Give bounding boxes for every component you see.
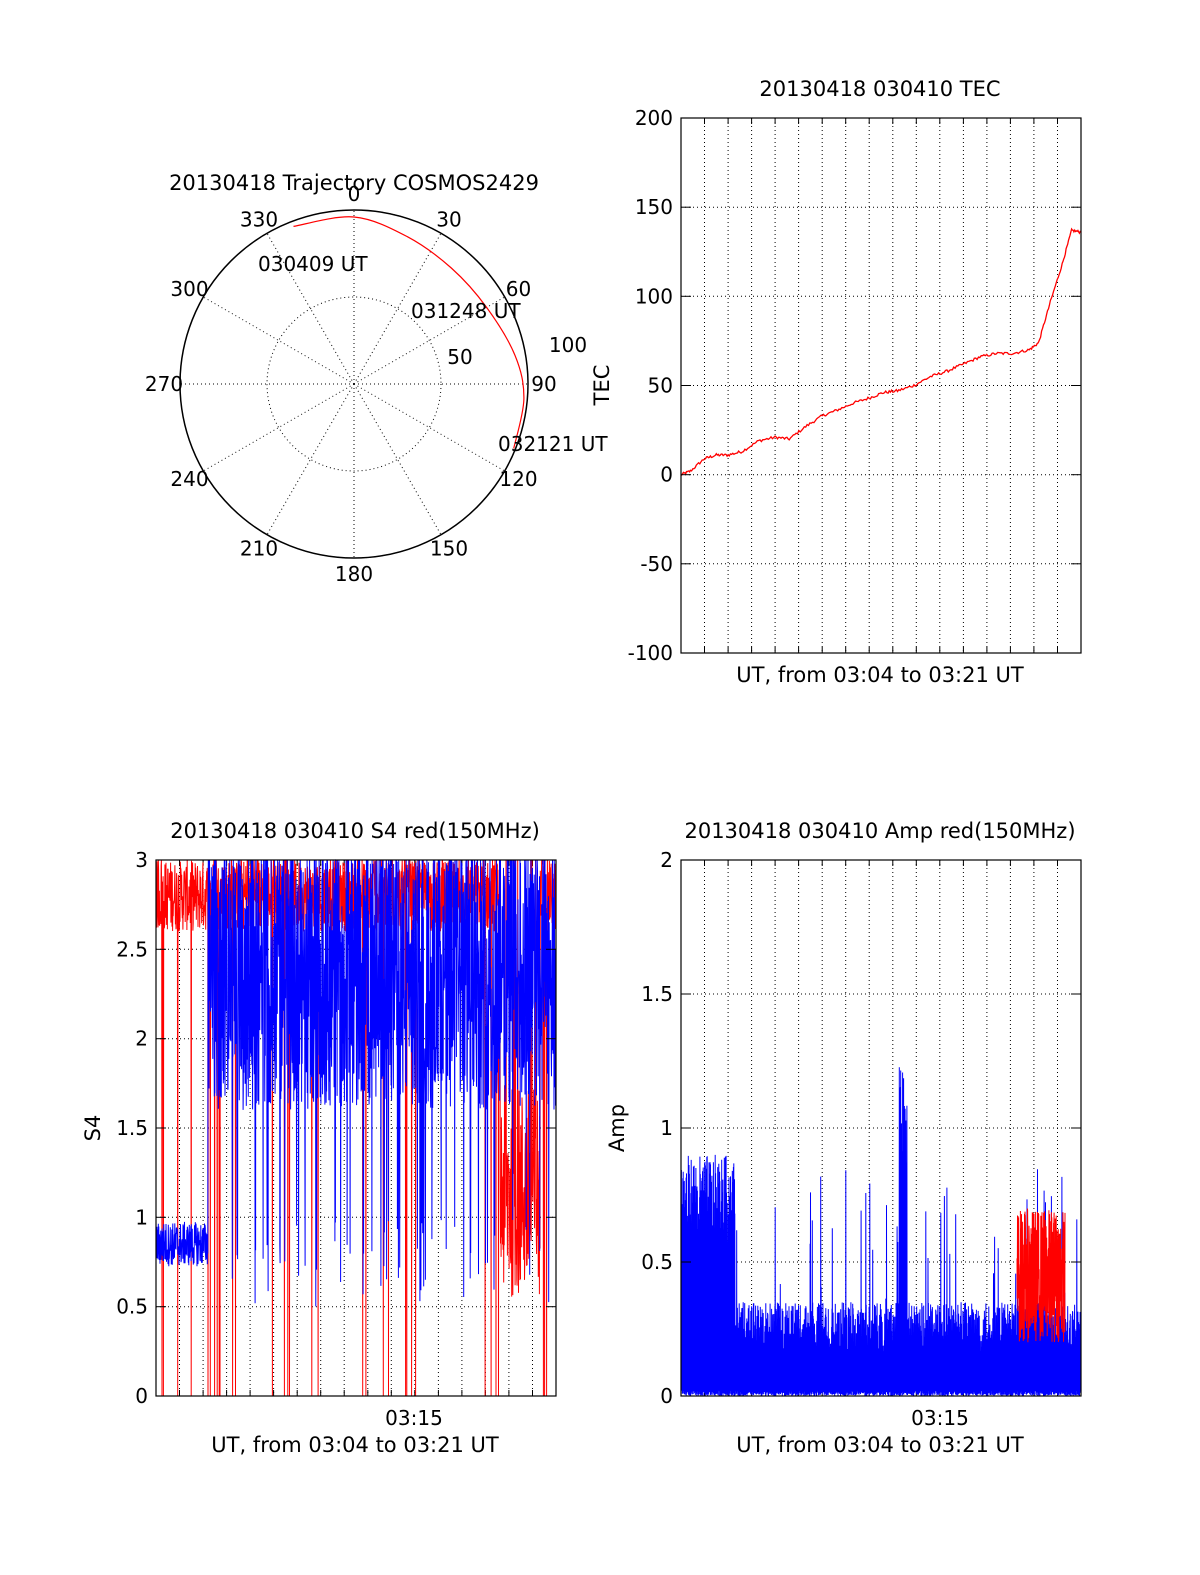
polar-grid-spoke-120 bbox=[353, 383, 505, 472]
polar-grid-spoke-210 bbox=[266, 383, 355, 535]
s4-y-tick-label: 2 bbox=[135, 1027, 148, 1051]
tec-y-tick-label: -100 bbox=[628, 641, 673, 665]
polar-grid-spoke-150 bbox=[353, 383, 442, 535]
polar-angle-label-90: 90 bbox=[531, 372, 556, 396]
amp-red-series bbox=[1016, 1208, 1066, 1343]
polar-angle-label-150: 150 bbox=[430, 537, 468, 561]
s4-x-axis-label: UT, from 03:04 to 03:21 UT bbox=[211, 1433, 499, 1457]
amp-title: 20130418 030410 Amp red(150MHz) bbox=[684, 819, 1075, 843]
polar-angle-label-240: 240 bbox=[170, 467, 208, 491]
trajectory-polar-plot: 20130418 Trajectory COSMOS2429 0 30 60 90 12… bbox=[145, 171, 608, 586]
tec-y-axis-label: TEC bbox=[590, 365, 614, 407]
s4-title: 20130418 030410 S4 red(150MHz) bbox=[170, 819, 540, 843]
amp-y-tick-label: 1 bbox=[660, 1116, 673, 1140]
amp-y-tick-label: 1.5 bbox=[641, 982, 673, 1006]
tec-y-tick-label: 0 bbox=[660, 463, 673, 487]
tec-y-ticks: -100 -50 0 50 100 150 200 bbox=[628, 106, 1081, 665]
trajectory-mid-label: 031248 UT bbox=[411, 299, 521, 323]
s4-y-ticks: 0 0.5 1 1.5 2 2.5 3 bbox=[116, 848, 556, 1408]
polar-angle-label-60: 60 bbox=[506, 277, 531, 301]
polar-angle-label-180: 180 bbox=[335, 562, 373, 586]
polar-angle-label-270: 270 bbox=[145, 372, 183, 396]
trajectory-line bbox=[293, 216, 525, 449]
polar-grid-spoke-330 bbox=[266, 233, 355, 385]
polar-grid-spoke-30 bbox=[353, 233, 442, 385]
s4-blue-series bbox=[155, 859, 557, 1307]
amp-y-tick-label: 2 bbox=[660, 848, 673, 872]
tec-plot: 20130418 030410 TEC -100-50050100150200 … bbox=[590, 77, 1082, 687]
s4-y-axis-label: S4 bbox=[81, 1115, 105, 1142]
amp-x-axis-label: UT, from 03:04 to 03:21 UT bbox=[736, 1433, 1024, 1457]
amp-x-tick-label: 03:15 bbox=[911, 1406, 969, 1430]
polar-angle-labels: 0 30 60 90 120 150 180 210 240 270 300 330 bbox=[145, 182, 557, 586]
tec-x-axis-label: UT, from 03:04 to 03:21 UT bbox=[736, 663, 1024, 687]
s4-y-tick-label: 0 bbox=[135, 1384, 148, 1408]
tec-grid bbox=[681, 118, 1081, 653]
s4-y-tick-label: 2.5 bbox=[116, 937, 148, 961]
polar-angle-label-120: 120 bbox=[499, 467, 537, 491]
polar-title: 20130418 Trajectory COSMOS2429 bbox=[169, 171, 539, 195]
tec-y-tick-label: 150 bbox=[635, 195, 673, 219]
tec-y-tick-label: 200 bbox=[635, 106, 673, 130]
s4-y-tick-label: 0.5 bbox=[116, 1295, 148, 1319]
polar-angle-label-210: 210 bbox=[240, 537, 278, 561]
trajectory-start-label: 030409 UT bbox=[258, 252, 368, 276]
tec-y-tick-label: -50 bbox=[640, 552, 673, 576]
polar-angle-label-30: 30 bbox=[436, 208, 461, 232]
polar-radius-label-50: 50 bbox=[447, 345, 472, 369]
polar-angle-label-0: 0 bbox=[348, 182, 361, 206]
amp-plot: 20130418 030410 Amp red(150MHz) 0 0.5 1 1.5… bbox=[605, 819, 1082, 1457]
amp-y-tick-label: 0 bbox=[660, 1384, 673, 1408]
tec-title: 20130418 030410 TEC bbox=[759, 77, 1000, 101]
s4-x-tick-label: 03:15 bbox=[385, 1406, 443, 1430]
s4-plot: 20130418 030410 S4 red(150MHz) 0 0.5 1 1.5 2… bbox=[81, 819, 557, 1457]
polar-angle-label-300: 300 bbox=[170, 277, 208, 301]
amp-y-ticks: 0 0.5 1 1.5 2 bbox=[641, 848, 1081, 1408]
s4-y-tick-label: 1 bbox=[135, 1205, 148, 1229]
tec-series-line bbox=[680, 227, 1082, 476]
s4-y-tick-label: 3 bbox=[135, 848, 148, 872]
polar-grid-spoke-300 bbox=[203, 296, 355, 385]
amp-blue-series bbox=[680, 1067, 1082, 1397]
tec-y-tick-label: 50 bbox=[648, 374, 673, 398]
polar-grid-spoke-240 bbox=[203, 383, 355, 472]
tec-y-tick-label: 100 bbox=[635, 284, 673, 308]
polar-grid-ring-50 bbox=[266, 296, 442, 472]
amp-y-tick-label: 0.5 bbox=[641, 1250, 673, 1274]
trajectory-end-label: 032121 UT bbox=[498, 432, 608, 456]
polar-radius-label-100: 100 bbox=[549, 333, 587, 357]
s4-y-tick-label: 1.5 bbox=[116, 1116, 148, 1140]
polar-outer-ring bbox=[179, 209, 529, 559]
polar-grid-spoke-60 bbox=[353, 296, 505, 385]
polar-angle-label-330: 330 bbox=[240, 208, 278, 232]
amp-y-axis-label: Amp bbox=[605, 1104, 629, 1152]
